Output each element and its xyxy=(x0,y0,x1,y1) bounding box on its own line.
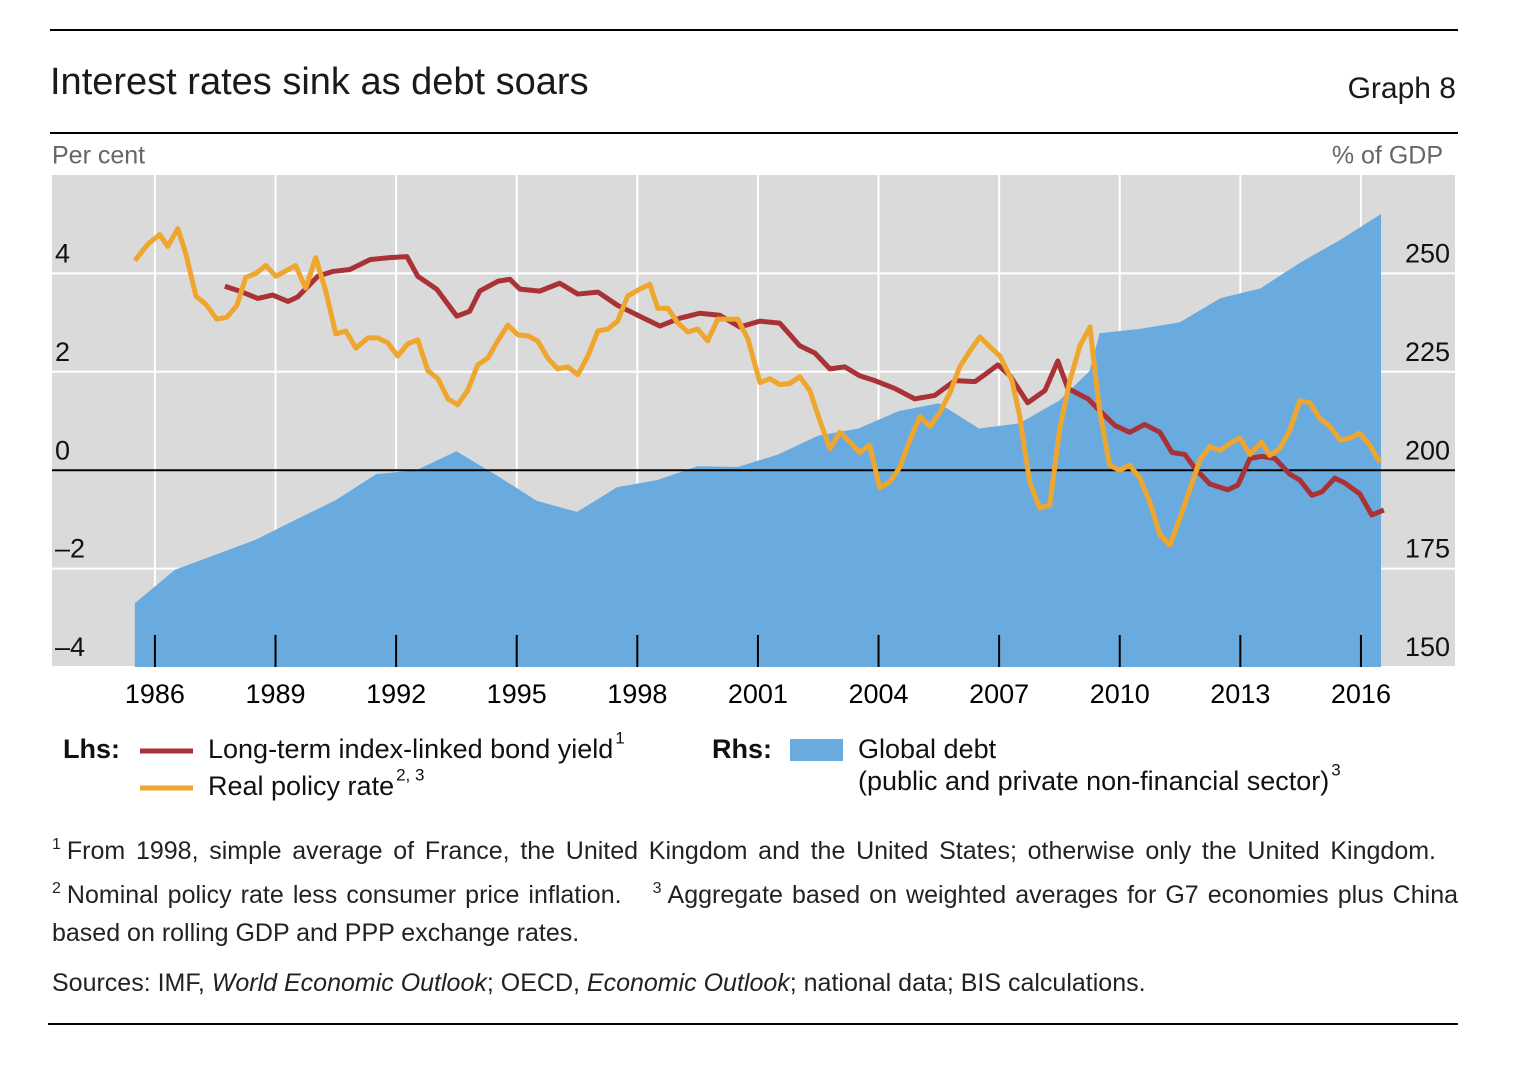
legend-note: 1 xyxy=(615,728,624,747)
legend-label: Long-term index-linked bond yield xyxy=(208,734,613,764)
sources-text: Economic Outlook xyxy=(586,969,790,997)
y-tick-label: –4 xyxy=(55,632,85,662)
legend-label: Global debt xyxy=(858,734,997,764)
footnote-text: Nominal policy rate less consumer price … xyxy=(66,881,622,909)
footnote: 2 Nominal policy rate less consumer price… xyxy=(52,880,622,909)
graph-label: Graph 8 xyxy=(1348,72,1456,105)
y2-tick-label: 225 xyxy=(1405,337,1450,367)
x-tick-label: 2001 xyxy=(728,679,788,709)
legend-label: (public and private non-financial sector… xyxy=(858,766,1329,796)
x-tick-label: 2016 xyxy=(1331,679,1391,709)
debt-area xyxy=(134,213,1382,667)
legend-lhs-label: Lhs: xyxy=(63,734,120,764)
plot xyxy=(52,175,1455,668)
chart-title: Interest rates sink as debt soars xyxy=(50,61,589,103)
y-tick-label: 2 xyxy=(55,337,70,367)
x-tick-label: 1995 xyxy=(487,679,547,709)
x-tick-label: 2004 xyxy=(848,679,908,709)
y2-axis-label: % of GDP xyxy=(1332,142,1443,170)
x-tick-label: 1986 xyxy=(125,679,185,709)
sources: Sources: IMF, World Economic Outlook; OE… xyxy=(52,964,1458,1002)
x-tick-label: 1998 xyxy=(607,679,667,709)
y2-tick-label: 250 xyxy=(1405,239,1450,269)
series-line xyxy=(224,254,1385,518)
sources-text: World Economic Outlook xyxy=(211,969,487,997)
legend-note: 3 xyxy=(1331,760,1340,779)
x-tick-label: 2010 xyxy=(1090,679,1150,709)
x-tick-label: 2007 xyxy=(969,679,1029,709)
y-tick-label: –2 xyxy=(55,534,85,564)
sources-text: ; OECD, xyxy=(486,969,587,997)
y2-tick-label: 200 xyxy=(1405,435,1450,465)
legend-rhs-label: Rhs: xyxy=(712,734,772,764)
footnote: 1 From 1998, simple average of France, th… xyxy=(52,836,1436,865)
x-tick-label: 1992 xyxy=(366,679,426,709)
series-line xyxy=(132,226,1382,548)
footnote-mark: 1 xyxy=(52,836,61,853)
footnote: 3 Aggregate based on weighted averages fo… xyxy=(52,880,1458,947)
y2-tick-label: 175 xyxy=(1405,534,1450,564)
legend-note: 2, 3 xyxy=(396,765,424,784)
x-tick-label: 1989 xyxy=(245,679,305,709)
x-tick-label: 2013 xyxy=(1210,679,1270,709)
footnotes: 1 From 1998, simple average of France, th… xyxy=(52,826,1458,952)
y-axis-label: Per cent xyxy=(52,142,145,170)
legend-swatch xyxy=(790,739,843,761)
y-tick-label: 4 xyxy=(55,239,70,269)
sources-text: ; national data; BIS calculations. xyxy=(789,969,1146,997)
sources-text: Sources: IMF, xyxy=(52,969,212,997)
footnote-mark: 2 xyxy=(52,880,61,897)
footnote-text: Aggregate based on weighted averages for… xyxy=(52,881,1458,947)
footnote-text: From 1998, simple average of France, the… xyxy=(66,837,1436,865)
y-tick-label: 0 xyxy=(55,435,70,465)
footnote-mark: 3 xyxy=(652,880,662,897)
y2-tick-label: 150 xyxy=(1405,632,1450,662)
legend-label: Real policy rate xyxy=(208,771,394,801)
